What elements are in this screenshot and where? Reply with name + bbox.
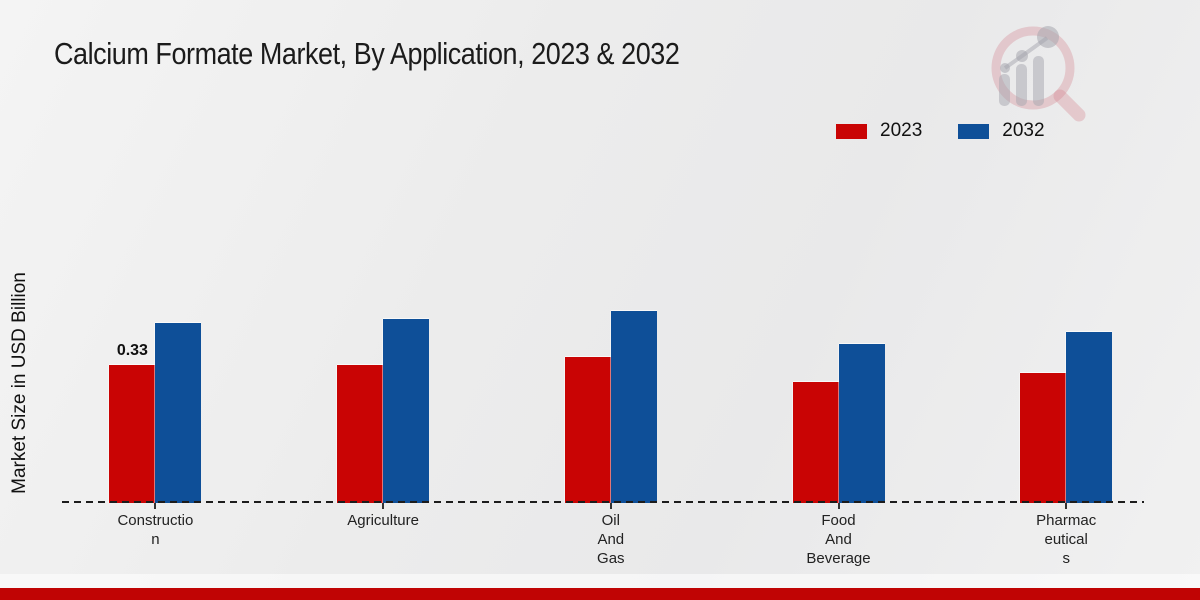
x-tick-pharmaceuticals [1065, 503, 1068, 509]
bar-2032-food-and-beverage [838, 344, 885, 503]
bar-2023-oil-and-gas [564, 357, 611, 503]
legend-label-2032: 2032 [1002, 120, 1045, 141]
legend-item-2023: 2023 [836, 120, 922, 142]
bar-value-label-construction-2023: 0.33 [116, 342, 148, 359]
bar-2032-agriculture [383, 319, 430, 503]
bar-2032-construction [155, 323, 202, 503]
bar-2023-pharmaceuticals [1020, 373, 1067, 503]
legend-item-2032: 2032 [958, 120, 1045, 142]
bar-2023-food-and-beverage [792, 382, 839, 503]
legend: 2023 2032 [836, 120, 1045, 142]
x-tick-oil-and-gas [609, 503, 612, 509]
bar-2032-pharmaceuticals [1066, 332, 1113, 503]
x-tick-agriculture [382, 503, 385, 509]
legend-swatch-2032 [958, 123, 990, 139]
x-axis-label-food-and-beverage: Food And Beverage [806, 512, 871, 567]
legend-label-2023: 2023 [880, 120, 923, 141]
bar-2023-construction [109, 365, 156, 503]
bar-2032-oil-and-gas [610, 311, 657, 503]
x-tick-construction [154, 503, 157, 509]
x-axis-label-agriculture: Agriculture [347, 512, 419, 529]
chart-title-text: Calcium Formate Market, By Application, … [54, 36, 680, 71]
bar-2023-agriculture [337, 365, 384, 503]
x-axis-label-pharmaceuticals: Pharmac eutical s [1036, 512, 1097, 567]
x-tick-food-and-beverage [837, 503, 840, 509]
footer-red-bar [0, 588, 1200, 600]
market-research-logo-watermark [991, 26, 1086, 122]
x-axis-label-oil-and-gas: Oil And Gas [597, 512, 625, 567]
footer-light-band [0, 574, 1200, 588]
legend-swatch-2023 [836, 123, 867, 139]
x-axis-label-construction: Constructio n [117, 512, 194, 548]
zero-baseline-dashed [62, 501, 1144, 503]
chart-title: Calcium Formate Market, By Application, … [54, 36, 773, 72]
